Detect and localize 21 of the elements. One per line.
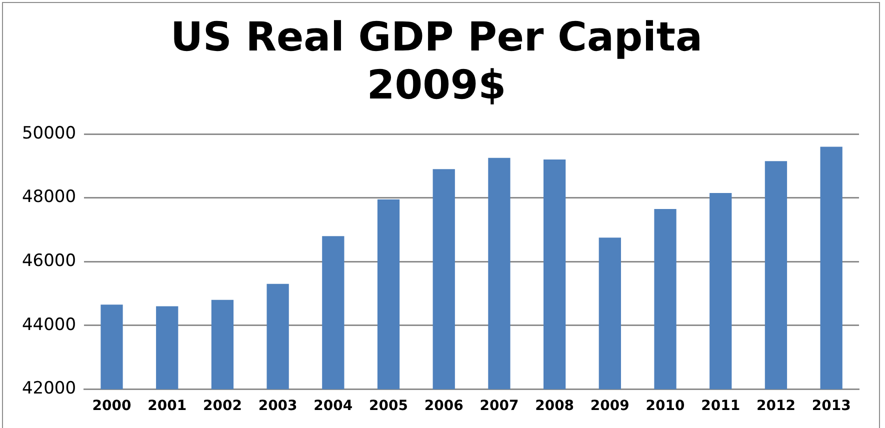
x-tick-label: 2004 <box>314 398 353 414</box>
x-tick-label: 2006 <box>424 398 464 414</box>
y-tick-label: 44000 <box>22 314 76 335</box>
x-tick-label: 2009 <box>590 398 630 414</box>
x-tick-label: 2013 <box>812 398 851 414</box>
x-tick-label: 2008 <box>535 398 574 414</box>
y-tick-label: 42000 <box>22 378 76 399</box>
x-tick-label: 2003 <box>258 398 298 414</box>
x-tick-label: 2011 <box>701 398 740 414</box>
x-tick-label: 2012 <box>756 398 796 414</box>
x-tick-label: 2007 <box>480 398 519 414</box>
x-tick-label: 2001 <box>148 398 187 414</box>
x-tick-label: 2000 <box>92 398 132 414</box>
y-tick-label: 46000 <box>22 251 76 272</box>
y-tick-label: 50000 <box>22 123 76 144</box>
x-tick-label: 2005 <box>369 398 408 414</box>
y-tick-label: 48000 <box>22 187 76 208</box>
x-tick-label: 2002 <box>202 398 242 414</box>
x-tick-label: 2010 <box>646 398 686 414</box>
chart-title: US Real GDP Per Capita <box>170 14 702 60</box>
chart-subtitle: 2009$ <box>366 62 506 108</box>
